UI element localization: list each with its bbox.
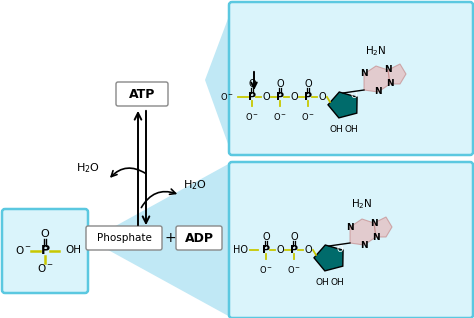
FancyBboxPatch shape — [2, 209, 88, 293]
Text: OH: OH — [329, 125, 343, 134]
Text: +: + — [164, 231, 176, 245]
Polygon shape — [364, 66, 390, 92]
Text: $\mathregular{O^-}$: $\mathregular{O^-}$ — [259, 264, 273, 275]
FancyArrowPatch shape — [141, 189, 176, 208]
Text: ADP: ADP — [184, 232, 213, 245]
Text: O: O — [262, 92, 270, 102]
Text: OH: OH — [315, 278, 329, 287]
Polygon shape — [350, 219, 376, 245]
Text: O: O — [337, 245, 343, 253]
Text: $\mathregular{O^-}$: $\mathregular{O^-}$ — [36, 262, 54, 274]
Text: O: O — [262, 232, 270, 242]
Text: $\mathregular{H_2O}$: $\mathregular{H_2O}$ — [76, 161, 100, 175]
Text: OH: OH — [330, 278, 344, 287]
Text: $\mathregular{O^-}$: $\mathregular{O^-}$ — [220, 92, 234, 102]
Text: $\mathregular{O^-}$: $\mathregular{O^-}$ — [245, 111, 259, 122]
Text: $\mathregular{H_2O}$: $\mathregular{H_2O}$ — [183, 178, 207, 192]
Text: OH: OH — [344, 125, 358, 134]
Text: Phosphate: Phosphate — [97, 233, 151, 243]
Text: $\mathregular{O^-}$: $\mathregular{O^-}$ — [15, 244, 31, 256]
Text: $\mathregular{H_2N}$: $\mathregular{H_2N}$ — [351, 197, 373, 211]
Text: O: O — [276, 245, 284, 255]
Text: O: O — [248, 79, 256, 89]
Text: P: P — [248, 92, 256, 102]
Text: N: N — [370, 218, 378, 227]
Text: O: O — [41, 229, 49, 239]
Text: $\mathregular{O^-}$: $\mathregular{O^-}$ — [273, 111, 287, 122]
Text: O: O — [290, 232, 298, 242]
FancyArrowPatch shape — [111, 168, 146, 176]
Text: O: O — [304, 245, 312, 255]
Text: ATP: ATP — [129, 87, 155, 100]
Text: N: N — [360, 70, 368, 79]
Text: HO: HO — [233, 245, 248, 255]
Text: N: N — [384, 66, 392, 74]
FancyBboxPatch shape — [229, 162, 473, 318]
FancyBboxPatch shape — [116, 82, 168, 106]
Text: $\mathregular{H_2N}$: $\mathregular{H_2N}$ — [365, 44, 387, 58]
Text: O: O — [304, 79, 312, 89]
Polygon shape — [388, 64, 406, 84]
Text: N: N — [372, 232, 380, 241]
Text: P: P — [262, 245, 270, 255]
Polygon shape — [90, 162, 232, 318]
Polygon shape — [328, 92, 357, 118]
Text: OH: OH — [65, 245, 81, 255]
Text: $\mathregular{O^-}$: $\mathregular{O^-}$ — [287, 264, 301, 275]
Polygon shape — [374, 217, 392, 237]
Text: O: O — [318, 92, 326, 102]
Polygon shape — [205, 8, 232, 155]
Text: P: P — [304, 92, 312, 102]
Text: N: N — [346, 223, 354, 232]
Text: P: P — [40, 245, 50, 258]
Text: N: N — [360, 240, 368, 250]
Text: $\mathregular{O^-}$: $\mathregular{O^-}$ — [301, 111, 315, 122]
FancyBboxPatch shape — [86, 226, 162, 250]
Text: O: O — [351, 92, 357, 100]
Text: P: P — [290, 245, 298, 255]
Text: N: N — [374, 87, 382, 96]
FancyBboxPatch shape — [229, 2, 473, 155]
Text: O: O — [290, 92, 298, 102]
Polygon shape — [314, 245, 343, 271]
FancyBboxPatch shape — [176, 226, 222, 250]
Text: P: P — [276, 92, 284, 102]
Text: N: N — [386, 80, 394, 88]
Text: O: O — [276, 79, 284, 89]
